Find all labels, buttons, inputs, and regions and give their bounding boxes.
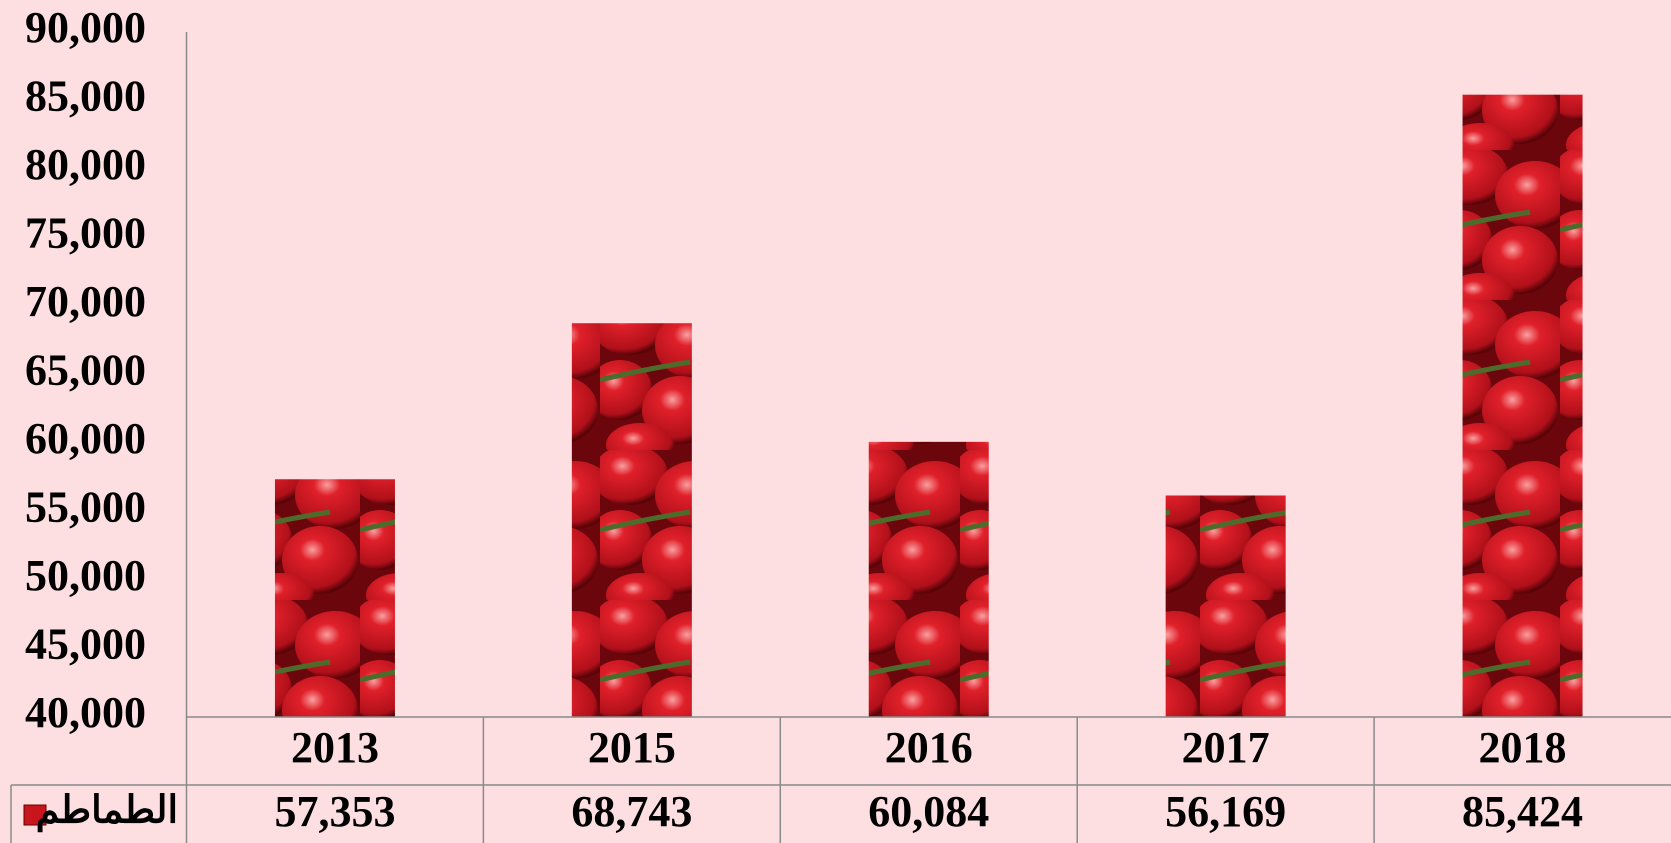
y-tick-label: 70,000 [25,277,146,326]
data-table-value: 56,169 [1165,787,1286,836]
bar [274,479,395,717]
x-tick-label: 2013 [291,723,379,772]
bar [571,323,692,717]
y-tick-label: 45,000 [25,620,146,669]
y-tick-label: 40,000 [25,688,146,737]
y-tick-label: 50,000 [25,551,146,600]
legend-key [23,804,47,826]
y-tick-label: 85,000 [25,72,146,121]
x-tick-label: 2015 [588,723,676,772]
y-tick-label: 90,000 [25,3,146,52]
legend-label: الطماطم [36,790,178,833]
y-tick-label: 55,000 [25,483,146,532]
data-table-value: 60,084 [868,787,989,836]
bar [868,441,989,717]
data-table-value: 57,353 [274,787,395,836]
x-tick-label: 2017 [1182,723,1270,772]
y-tick-label: 65,000 [25,346,146,395]
data-table-value: 85,424 [1462,787,1583,836]
y-tick-label: 60,000 [25,414,146,463]
y-tick-label: 75,000 [25,209,146,258]
bar [1462,94,1583,717]
y-tick-label: 80,000 [25,140,146,189]
data-table-value: 68,743 [571,787,692,836]
x-tick-label: 2018 [1479,723,1567,772]
bar [1165,495,1286,717]
x-tick-label: 2016 [885,723,973,772]
